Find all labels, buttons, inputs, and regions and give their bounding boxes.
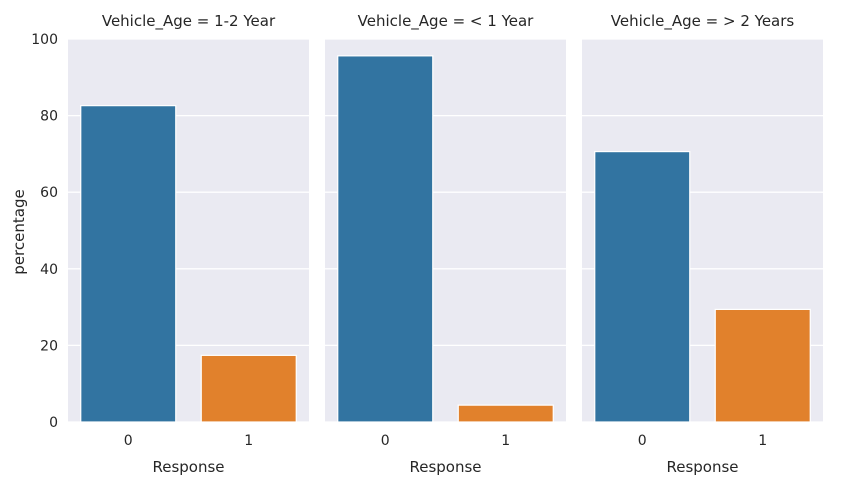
x-axis-label: Response [409, 458, 481, 476]
x-tick-label: 0 [381, 433, 390, 449]
x-axis-label: Response [152, 458, 224, 476]
x-tick-label: 0 [124, 433, 133, 449]
bar-response-1 [457, 404, 554, 423]
x-axis-label: Response [666, 458, 738, 476]
panel-title: Vehicle_Age = 1-2 Year [102, 12, 276, 31]
y-axis-label: percentage [10, 189, 28, 274]
y-tick-label: 60 [40, 185, 58, 201]
x-tick-label: 0 [638, 433, 647, 449]
panel-title: Vehicle_Age = < 1 Year [358, 12, 534, 31]
y-tick-label: 20 [40, 338, 58, 354]
y-tick-label: 100 [31, 32, 58, 48]
panel-title: Vehicle_Age = > 2 Years [611, 12, 795, 31]
y-tick-label: 0 [49, 415, 58, 431]
x-tick-label: 1 [501, 433, 510, 449]
bar-response-1 [200, 354, 297, 423]
bar-response-0 [594, 151, 691, 423]
x-tick-label: 1 [244, 433, 253, 449]
bar-response-0 [80, 105, 177, 423]
bar-response-1 [714, 308, 811, 423]
y-tick-label: 80 [40, 109, 58, 125]
bar-response-0 [337, 55, 434, 423]
x-tick-label: 1 [758, 433, 767, 449]
y-tick-label: 40 [40, 262, 58, 278]
